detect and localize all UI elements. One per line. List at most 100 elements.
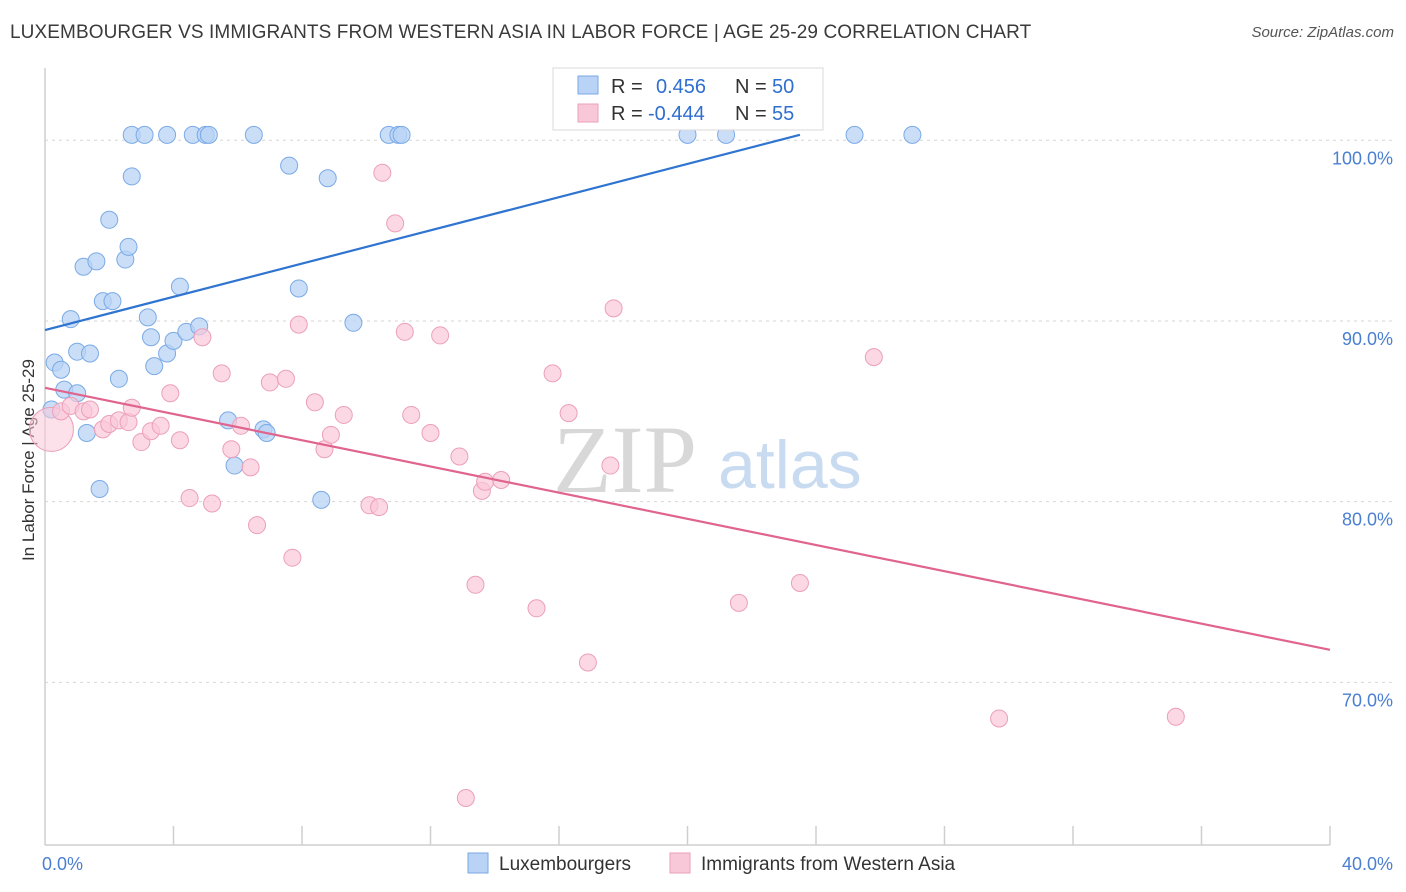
stats-n-value-2: 55	[772, 103, 794, 125]
data-point-luxembourgers	[280, 156, 299, 175]
x-axis-ticks	[172, 826, 1331, 845]
y-tick-label: 70.0%	[1342, 690, 1393, 710]
data-point-immigrants	[283, 548, 302, 567]
data-point-immigrants	[578, 653, 597, 672]
data-point-luxembourgers	[164, 331, 183, 350]
data-point-luxembourgers	[158, 125, 177, 144]
x-tick-label: 0.0%	[42, 854, 83, 874]
data-point-immigrants	[543, 364, 562, 383]
data-point-immigrants	[421, 424, 440, 443]
data-point-immigrants	[180, 489, 199, 508]
data-point-luxembourgers	[100, 210, 119, 229]
data-point-luxembourgers	[903, 125, 922, 144]
stats-n-label-1: N =	[735, 76, 767, 98]
stats-r-value-1: 0.456	[656, 76, 706, 98]
source-credit: Source: ZipAtlas.com	[1251, 24, 1394, 41]
stats-r-label-2: R =	[611, 103, 643, 125]
data-point-immigrants	[729, 593, 748, 612]
legend: Luxembourgers Immigrants from Western As…	[467, 852, 956, 875]
x-tick-labels: 0.0% 40.0%	[42, 854, 1393, 874]
legend-label-luxembourgers: Luxembourgers	[499, 854, 631, 875]
data-point-immigrants	[305, 393, 324, 412]
data-point-immigrants	[527, 599, 546, 618]
legend-swatch-luxembourgers	[467, 852, 489, 874]
data-point-immigrants	[864, 348, 883, 367]
data-point-luxembourgers	[52, 360, 71, 379]
data-point-immigrants	[151, 416, 170, 435]
data-point-immigrants	[334, 405, 353, 424]
stats-box: R = 0.456 N = 50 R = -0.444 N = 55	[552, 67, 824, 131]
data-point-luxembourgers	[135, 125, 154, 144]
data-point-immigrants	[370, 498, 389, 517]
data-point-immigrants	[990, 709, 1009, 728]
data-point-immigrants	[456, 789, 475, 808]
legend-label-immigrants: Immigrants from Western Asia	[701, 854, 956, 875]
data-point-immigrants	[80, 400, 99, 419]
stats-swatch-luxembourgers	[577, 75, 599, 95]
chart-title: LUXEMBOURGER VS IMMIGRANTS FROM WESTERN …	[10, 22, 1032, 43]
data-point-luxembourgers	[392, 125, 411, 144]
data-point-luxembourgers	[80, 344, 99, 363]
data-point-immigrants	[241, 458, 260, 477]
data-point-immigrants	[193, 328, 212, 347]
data-point-immigrants	[559, 404, 578, 423]
watermark-atlas: atlas	[718, 427, 862, 503]
data-point-immigrants	[604, 299, 623, 318]
watermark: ZIP atlas	[553, 406, 862, 513]
stats-r-label-1: R =	[611, 76, 643, 98]
data-point-immigrants	[276, 369, 295, 388]
data-point-luxembourgers	[142, 328, 161, 347]
y-axis-label: In Labor Force | Age 25-29	[19, 359, 38, 561]
data-point-immigrants	[1166, 707, 1185, 726]
data-point-luxembourgers	[77, 424, 96, 443]
y-tick-label: 90.0%	[1342, 329, 1393, 349]
data-point-luxembourgers	[289, 279, 308, 298]
data-point-immigrants	[601, 456, 620, 475]
data-point-immigrants	[431, 326, 450, 345]
data-point-luxembourgers	[318, 169, 337, 188]
y-tick-label: 80.0%	[1342, 510, 1393, 530]
stats-swatch-immigrants	[577, 103, 599, 123]
stats-r-value-2: -0.444	[648, 103, 705, 125]
x-tick-label: 40.0%	[1342, 854, 1393, 874]
y-tick-labels: 70.0% 80.0% 90.0% 100.0%	[1332, 148, 1393, 710]
data-point-luxembourgers	[90, 480, 109, 499]
data-point-immigrants	[260, 373, 279, 392]
data-point-immigrants	[170, 431, 189, 450]
trend-lines	[44, 133, 1331, 651]
data-point-immigrants	[212, 364, 231, 383]
data-point-immigrants	[248, 516, 267, 535]
data-point-immigrants	[790, 573, 809, 592]
data-point-immigrants	[289, 315, 308, 334]
stats-n-value-1: 50	[772, 76, 794, 98]
data-point-immigrants	[222, 440, 241, 459]
data-point-immigrants	[450, 447, 469, 466]
trend-line-luxembourgers	[44, 133, 801, 332]
data-point-luxembourgers	[119, 237, 138, 256]
data-point-immigrants	[203, 494, 222, 513]
grid-lines	[45, 139, 1392, 683]
data-point-immigrants	[395, 322, 414, 341]
data-point-luxembourgers	[138, 308, 157, 327]
legend-swatch-immigrants	[669, 852, 691, 874]
data-point-luxembourgers	[103, 292, 122, 311]
data-point-luxembourgers	[845, 125, 864, 144]
data-point-luxembourgers	[122, 167, 141, 186]
data-point-luxembourgers	[225, 456, 244, 475]
data-point-immigrants	[466, 575, 485, 594]
data-point-luxembourgers	[145, 357, 164, 376]
data-point-immigrants	[321, 425, 340, 444]
data-point-luxembourgers	[344, 313, 363, 332]
data-point-immigrants	[402, 405, 421, 424]
data-point-luxembourgers	[312, 490, 331, 509]
data-point-luxembourgers	[244, 125, 263, 144]
stats-n-label-2: N =	[735, 103, 767, 125]
data-point-immigrants	[373, 163, 392, 182]
data-point-luxembourgers	[87, 252, 106, 271]
data-point-luxembourgers	[109, 369, 128, 388]
watermark-zip: ZIP	[553, 406, 697, 513]
data-point-immigrants	[161, 384, 180, 403]
series-immigrants	[28, 163, 1185, 808]
y-tick-label: 100.0%	[1332, 148, 1393, 168]
